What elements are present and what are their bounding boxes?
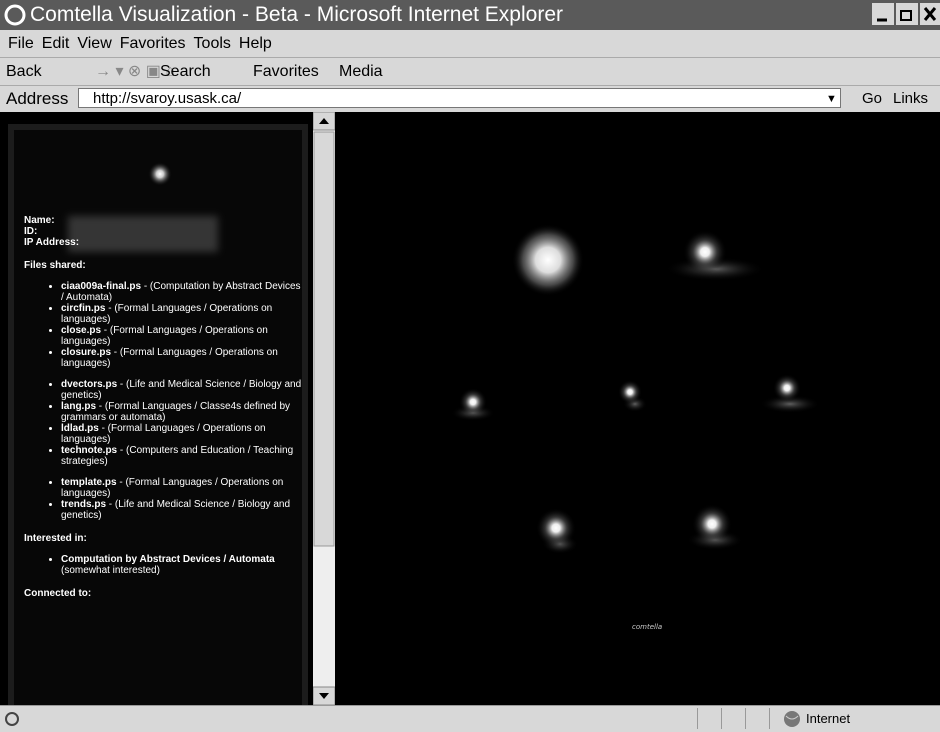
interested-heading: Interested in:	[24, 533, 304, 544]
toolbar: Back → ▾ ⊗ ▣ ⌂ Search Favorites Media	[0, 58, 940, 86]
file-item: trends.ps - (Life and Medical Science / …	[61, 499, 304, 521]
file-name[interactable]: technote.ps	[61, 445, 117, 456]
file-name[interactable]: close.ps	[61, 325, 101, 336]
scrollbar[interactable]	[313, 112, 335, 705]
menu-item[interactable]: Tools	[194, 35, 231, 52]
file-name[interactable]: lang.ps	[61, 401, 96, 412]
files-heading: Files shared:	[24, 260, 304, 271]
file-item: close.ps - (Formal Languages / Operation…	[61, 325, 304, 347]
file-name[interactable]: trends.ps	[61, 499, 106, 510]
file-item: circfin.ps - (Formal Languages / Operati…	[61, 303, 304, 325]
visualization: comtella	[335, 112, 940, 705]
field-label: Name:	[24, 215, 55, 226]
interest-level: (somewhat interested)	[61, 565, 160, 576]
status-bar: Internet	[0, 705, 940, 732]
file-description: - (Formal Languages / Classe4s defined b…	[61, 401, 290, 423]
file-name[interactable]: closure.ps	[61, 347, 111, 358]
file-name[interactable]: ldlad.ps	[61, 423, 99, 434]
node-map: comtella	[335, 112, 940, 705]
profile-text: Name: ID: IP Address: Files shared: ciaa…	[24, 215, 304, 599]
interest-item: Computation by Abstract Devices / Automa…	[61, 554, 304, 576]
viz-label: comtella	[632, 623, 662, 631]
node[interactable]	[692, 504, 732, 544]
menu-item[interactable]: File	[8, 35, 34, 52]
node[interactable]	[683, 230, 727, 274]
menu-item[interactable]: Edit	[42, 35, 70, 52]
file-item: technote.ps - (Computers and Education /…	[61, 445, 304, 467]
user-star	[148, 162, 172, 186]
file-name[interactable]: circfin.ps	[61, 303, 105, 314]
page: Comtella Visualization {"window":{"title…	[0, 0, 940, 731]
window-buttons[interactable]	[872, 3, 940, 27]
menu-item[interactable]: Favorites	[120, 35, 186, 52]
file-item: template.ps - (Formal Languages / Operat…	[61, 477, 304, 499]
links-button[interactable]: Links	[893, 86, 928, 112]
page-icon	[4, 711, 20, 727]
file-item: dvectors.ps - (Life and Medical Science …	[61, 379, 304, 401]
menu-item[interactable]: Help	[239, 35, 272, 52]
browser-window: Comtella Visualization - Beta - Microsof…	[0, 0, 940, 731]
file-name[interactable]: dvectors.ps	[61, 379, 117, 390]
node[interactable]	[618, 380, 642, 404]
search-button[interactable]: Search	[160, 58, 211, 85]
file-item: closure.ps - (Formal Languages / Operati…	[61, 347, 304, 369]
file-item: lang.ps - (Formal Languages / Classe4s d…	[61, 401, 304, 423]
zone-label: Internet	[806, 706, 850, 732]
scrollbar-graphic	[313, 112, 335, 705]
menu-bar: File Edit View Favorites Tools Help	[0, 30, 940, 58]
url: http://svaroy.usask.ca/	[93, 90, 241, 107]
interest-name: Computation by Abstract Devices / Automa…	[61, 554, 275, 565]
file-item: ciaa009a-final.ps - (Computation by Abst…	[61, 281, 304, 303]
file-name[interactable]: template.ps	[61, 477, 117, 488]
file-item: ldlad.ps - (Formal Languages / Operation…	[61, 423, 304, 445]
window-title: Comtella Visualization - Beta - Microsof…	[30, 0, 563, 30]
field-label: IP Address:	[24, 237, 79, 248]
address-label: Address	[6, 86, 68, 112]
connected-heading: Connected to:	[24, 588, 304, 599]
field-label: ID:	[24, 226, 37, 237]
title-bar: Comtella Visualization - Beta - Microsof…	[0, 0, 940, 30]
url-field[interactable]: http://svaroy.usask.ca/	[78, 88, 841, 108]
go-button[interactable]: Go	[862, 86, 882, 112]
node[interactable]	[512, 224, 584, 296]
back-button[interactable]: Back	[6, 58, 42, 85]
node[interactable]	[773, 374, 801, 402]
ie-icon	[4, 4, 26, 26]
address-bar: Address http://svaroy.usask.ca/ ▼ Go Lin…	[0, 86, 940, 112]
interests-list: Computation by Abstract Devices / Automa…	[24, 554, 304, 576]
menu-item[interactable]: View	[77, 35, 111, 52]
zone-icon	[782, 710, 802, 728]
node[interactable]	[459, 388, 487, 416]
file-name[interactable]: ciaa009a-final.ps	[61, 281, 141, 292]
media-button[interactable]: Media	[339, 58, 383, 85]
favorites-button[interactable]: Favorites	[253, 58, 319, 85]
files-list: ciaa009a-final.ps - (Computation by Abst…	[24, 281, 304, 521]
node[interactable]	[536, 508, 576, 548]
